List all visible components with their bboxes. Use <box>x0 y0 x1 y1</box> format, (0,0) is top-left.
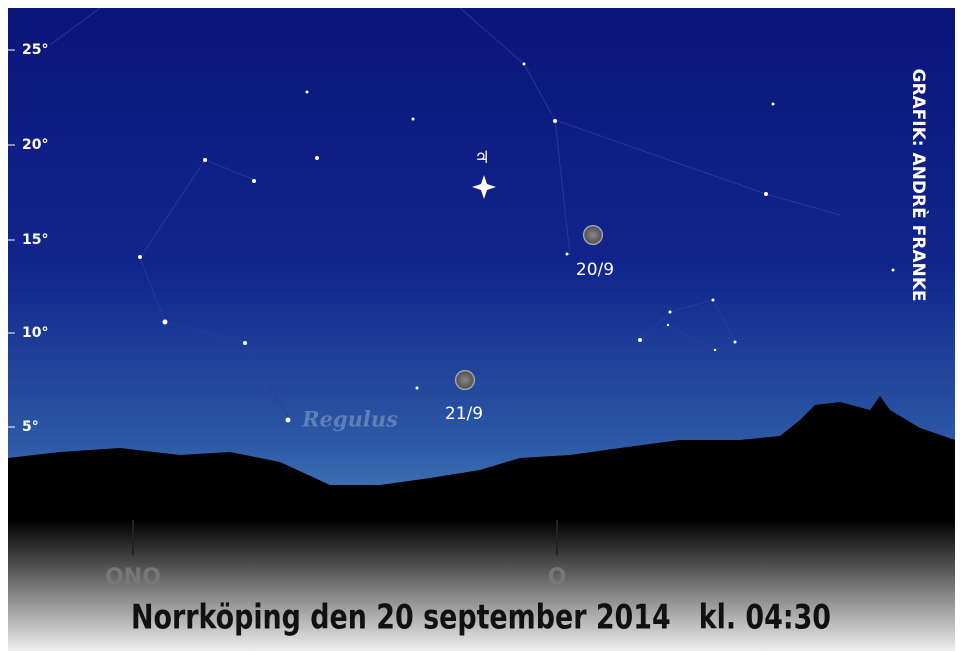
credit: GRAFIK: ANDRÈ FRANKE <box>908 68 930 301</box>
jupiter-label: ♃ <box>474 148 489 168</box>
altitude-label: 10° <box>22 325 48 341</box>
caption: Norrköping den 20 september 2014 kl. 04:… <box>131 598 831 638</box>
sky-chart: 25° 20° 15° 10° 5° ♃ 20/9 21/9 Regulus O… <box>0 0 963 651</box>
moon-label: 20/9 <box>576 260 614 280</box>
altitude-label: 5° <box>22 419 39 435</box>
altitude-label: 25° <box>22 42 48 58</box>
moon <box>455 370 475 390</box>
moon <box>583 225 603 245</box>
altitude-label: 20° <box>22 137 48 153</box>
altitude-label: 15° <box>22 232 48 248</box>
direction-label: O <box>548 565 567 590</box>
star-label: Regulus <box>301 407 398 432</box>
direction-label: ONO <box>105 565 161 590</box>
moon-label: 21/9 <box>445 404 483 424</box>
